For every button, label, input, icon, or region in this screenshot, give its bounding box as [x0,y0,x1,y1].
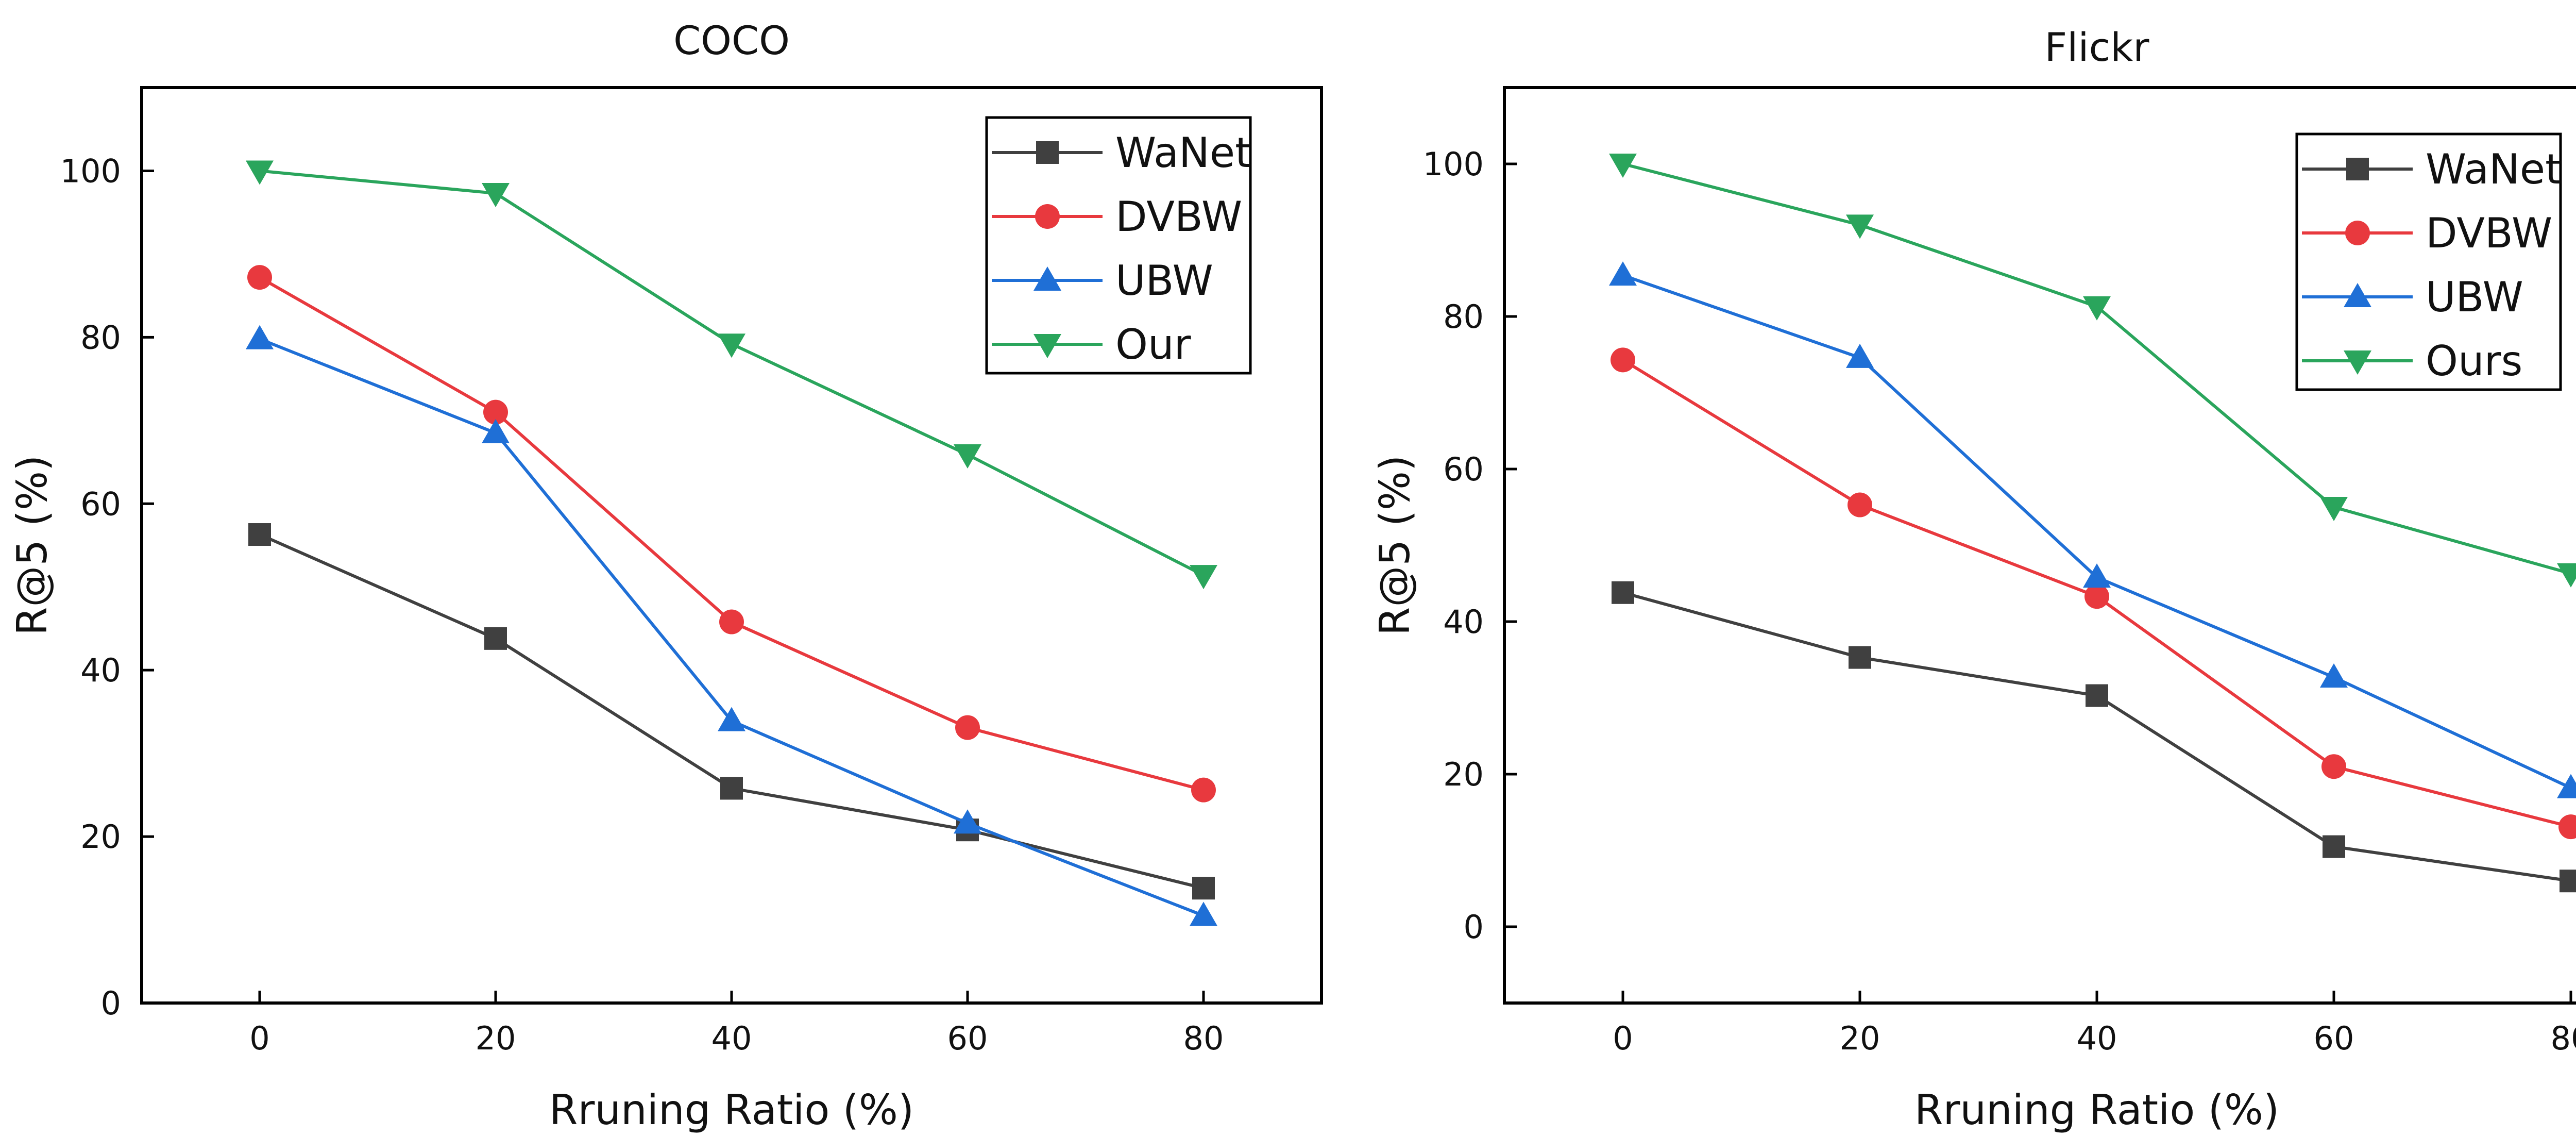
data-point [246,160,274,185]
legend-label: UBW [2426,273,2523,321]
x-tick-label: 0 [1613,1020,1633,1057]
legend-label: DVBW [2426,209,2552,257]
data-point [1848,492,1872,517]
x-tick-label: 60 [2314,1020,2354,1057]
data-point [2558,814,2576,840]
legend-label: WaNet [2426,145,2561,193]
x-axis-label: Rruning Ratio (%) [549,1086,914,1134]
data-point [719,609,744,634]
data-point [1849,646,1871,669]
series-line [1622,591,2571,883]
legend-marker [1033,266,1061,291]
chart-2: Flickr 0 20 40 60 80 0 20 40 60 80 100 Rruning Ratio… [1371,24,2576,1134]
data-point [2557,563,2576,588]
data-point [1609,154,1637,178]
data-point [1190,565,1217,590]
data-point [248,523,271,546]
data-point [1612,581,1634,604]
y-tick-label: 0 [1464,908,1484,946]
legend-frame [2295,132,2562,391]
legend-marker [1035,204,1060,229]
y-tick-label: 80 [80,319,121,356]
legend-label: Ours [2426,337,2522,385]
data-point [2084,584,2109,609]
y-tick-label: 20 [80,818,121,856]
y-tick-label: 40 [1443,603,1484,641]
x-tick-label: 40 [711,1020,752,1057]
chart-1: COCO 0 20 40 60 80 0 20 40 60 80 100 Rruning Ratio (… [8,18,1323,1134]
data-point [2560,870,2576,893]
data-point [2083,563,2111,588]
series-wanet [1612,581,2576,893]
legend-label: WaNet [1115,129,1251,177]
y-axis-label: R@5 (%) [1371,455,1419,636]
data-point [2557,774,2576,798]
x-tick-label: 20 [476,1020,516,1057]
data-point [2083,296,2111,321]
data-point [246,325,274,349]
y-tick-label: 60 [1443,450,1484,488]
data-point [1609,261,1637,286]
legend-frame [985,116,1252,375]
data-point [2320,497,2348,521]
legend-marker [2346,158,2369,180]
data-point [718,333,745,358]
data-point [1191,777,1216,803]
y-tick-label: 100 [60,152,121,190]
data-point [2086,684,2108,707]
data-point [484,627,507,650]
x-tick-label: 80 [1183,1020,1224,1057]
legend-label: UBW [1115,257,1213,305]
data-point [954,809,981,834]
chart-title: Flickr [2045,24,2150,70]
y-tick-label: 100 [1423,145,1484,183]
data-point [2323,835,2345,858]
data-point [720,777,743,800]
legend-label: DVBW [1115,193,1242,241]
legend-marker [2344,350,2371,375]
x-axis-label: Rruning Ratio (%) [1914,1086,2279,1134]
data-point [483,399,508,425]
data-point [955,715,980,740]
data-point [954,444,981,469]
y-tick-label: 40 [80,651,121,689]
data-point [2320,663,2348,688]
x-tick-label: 80 [2551,1020,2576,1057]
y-tick-label: 60 [80,485,121,523]
legend-marker [2344,283,2371,307]
x-tick-label: 60 [947,1020,988,1057]
y-tick-label: 20 [1443,756,1484,793]
data-point [1192,877,1215,900]
chart-title: COCO [673,18,790,63]
series-ubw [1609,261,2576,798]
series-our [246,160,1217,590]
data-point [1190,901,1217,926]
data-point [482,183,510,208]
data-point [1846,343,1874,368]
data-point [482,419,510,444]
legend-label: Our [1115,321,1191,369]
x-tick-label: 40 [2077,1020,2117,1057]
series-ubw [246,325,1217,926]
y-axis-label: R@5 (%) [8,455,56,636]
legend-marker [2345,221,2370,245]
legend: WaNet DVBW UBW Our [985,116,1252,375]
series-dvbw [1611,347,2576,840]
y-tick-label: 0 [101,984,121,1022]
legend: WaNet DVBW UBW Ours [2295,132,2562,391]
data-point [247,265,272,290]
data-point [1611,347,1635,373]
series-ours [1609,154,2576,588]
legend-marker [1036,141,1059,164]
data-point [1846,214,1874,239]
legend-marker [1033,334,1061,358]
series-dvbw [247,265,1216,803]
x-tick-label: 20 [1840,1020,1880,1057]
data-point [718,707,745,731]
y-tick-label: 80 [1443,298,1484,336]
data-point [2321,754,2346,779]
x-tick-label: 0 [249,1020,269,1057]
